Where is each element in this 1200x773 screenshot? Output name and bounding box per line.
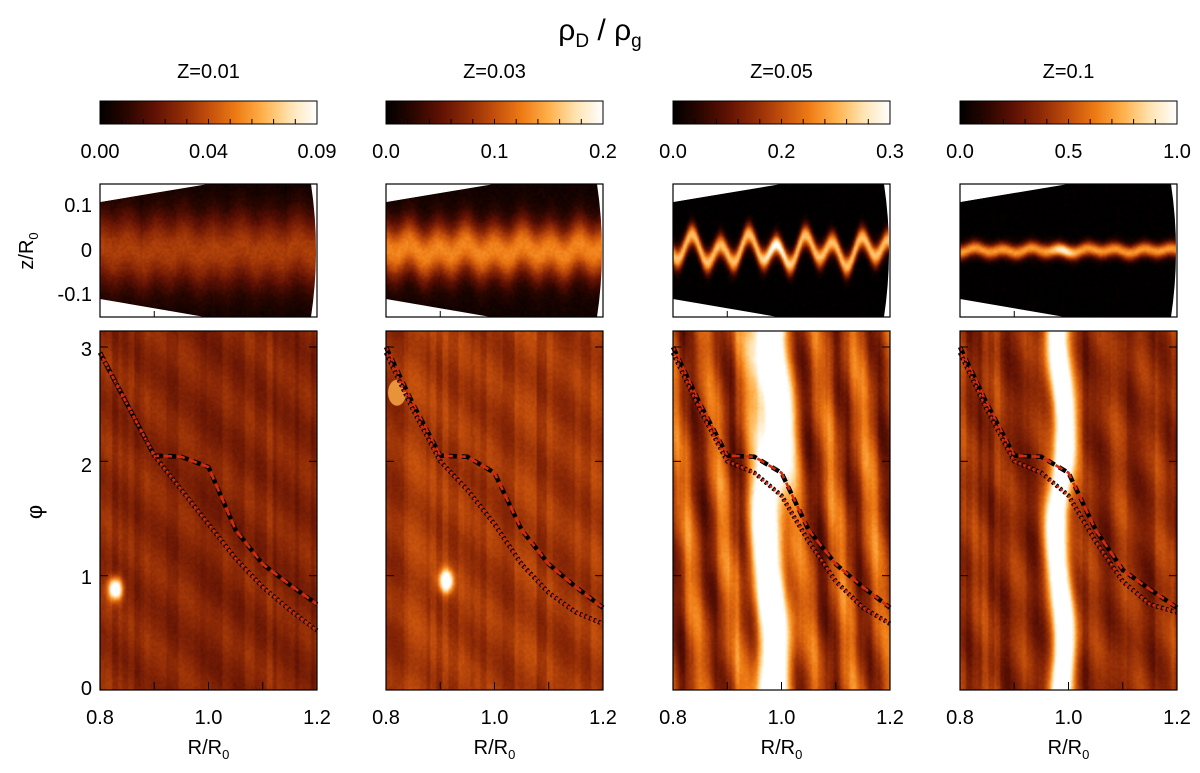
midplane-map bbox=[383, 330, 605, 691]
meridional-heatmap bbox=[673, 184, 890, 317]
dotted-curve-red bbox=[958, 352, 1178, 614]
colorbar-tick-label: 0.0 bbox=[946, 141, 974, 163]
r-tick-label: 0.8 bbox=[372, 707, 400, 729]
phi-tick-label: 0 bbox=[81, 678, 92, 700]
colorbar-tick-label: 0.5 bbox=[1055, 141, 1083, 163]
colorbar: 0.0 0.1 0.2 bbox=[372, 100, 617, 163]
colorbar: 0.0 0.5 1.0 bbox=[946, 100, 1191, 163]
colorbar-tick-label: 1.0 bbox=[1163, 141, 1191, 163]
meridional-heatmap bbox=[100, 184, 317, 317]
colorbar-tick-label: 0.2 bbox=[768, 141, 796, 163]
phi-tick-label: 1 bbox=[81, 567, 92, 589]
r-tick-label: 1.0 bbox=[481, 707, 509, 729]
z-tick-labels: 0.1 0 -0.1 bbox=[58, 195, 92, 306]
z-tick-label: 0.1 bbox=[64, 195, 92, 217]
r-tick-label: 1.2 bbox=[303, 707, 331, 729]
colorbar-tick-label: 0.0 bbox=[659, 141, 687, 163]
colorbar: 0.0 0.2 0.3 bbox=[659, 100, 904, 163]
panel-column: Z=0.01 0.00 0.04 0.09 0.8 1.0 1.2 R/R0 bbox=[81, 61, 337, 762]
colorbar-tick-label: 0.2 bbox=[589, 141, 617, 163]
meridional-mask-top bbox=[960, 184, 1065, 202]
colorbar-tick-label: 0.3 bbox=[876, 141, 904, 163]
phi-tick-label: 3 bbox=[81, 339, 92, 361]
r-tick-label: 0.8 bbox=[659, 707, 687, 729]
z-tick-label: 0 bbox=[81, 240, 92, 262]
midplane-heatmap bbox=[960, 331, 1177, 690]
meridional-map bbox=[385, 183, 604, 318]
r-tick-label: 1.2 bbox=[876, 707, 904, 729]
dotted-curve-dark bbox=[98, 351, 319, 633]
meridional-mask-right bbox=[597, 184, 603, 317]
midplane-heatmap bbox=[673, 331, 890, 690]
meridional-mask-right bbox=[884, 184, 890, 317]
dotted-curve-red bbox=[671, 352, 891, 625]
z-axis-label: z/R0 bbox=[16, 232, 41, 269]
meridional-mask-top bbox=[673, 184, 778, 202]
phi-axis-label: φ bbox=[22, 505, 47, 519]
dashed-curve-dark bbox=[670, 346, 892, 610]
panel-column: Z=0.05 0.0 0.2 0.3 0.8 1.0 1.2 R/R0 bbox=[659, 61, 904, 762]
panel-title: Z=0.03 bbox=[463, 61, 526, 83]
meridional-heatmap bbox=[960, 184, 1177, 317]
meridional-mask-bottom bbox=[673, 299, 778, 317]
colorbar: 0.00 0.04 0.09 bbox=[81, 100, 337, 163]
meridional-mask-right bbox=[1171, 184, 1177, 317]
meridional-map bbox=[959, 183, 1178, 318]
meridional-map bbox=[99, 183, 318, 318]
midplane-heatmap bbox=[386, 331, 603, 690]
r-tick-label: 1.2 bbox=[589, 707, 617, 729]
meridional-mask-bottom bbox=[960, 299, 1065, 317]
midplane-map bbox=[98, 330, 319, 691]
figure-title: ρD / ρg bbox=[558, 14, 641, 52]
r-axis-label: R/R0 bbox=[188, 737, 230, 762]
midplane-map bbox=[670, 330, 892, 691]
panel-column: Z=0.1 0.0 0.5 1.0 0.8 1.0 1.2 R/R0 bbox=[946, 61, 1191, 762]
colorbar-tick-label: 0.0 bbox=[372, 141, 400, 163]
panel-title: Z=0.1 bbox=[1043, 61, 1095, 83]
panel-title: Z=0.01 bbox=[177, 61, 240, 83]
r-tick-label: 1.0 bbox=[1055, 707, 1083, 729]
dashed-curve-dark bbox=[383, 346, 605, 610]
r-tick-label: 1.2 bbox=[1163, 707, 1191, 729]
meridional-heatmap bbox=[386, 184, 603, 317]
r-axis-label: R/R0 bbox=[761, 737, 803, 762]
panel-title: Z=0.05 bbox=[750, 61, 813, 83]
colorbar-tick-label: 0.09 bbox=[298, 141, 337, 163]
meridional-mask-top bbox=[386, 184, 491, 202]
meridional-mask-right bbox=[311, 184, 317, 317]
phi-tick-label: 2 bbox=[81, 455, 92, 477]
meridional-map bbox=[672, 183, 891, 318]
meridional-mask-top bbox=[100, 184, 205, 202]
dashed-curve-red bbox=[384, 346, 604, 609]
dotted-curve-red bbox=[384, 352, 604, 625]
colorbar-tick-label: 0.00 bbox=[81, 141, 120, 163]
midplane-map bbox=[957, 330, 1179, 691]
z-tick-label: -0.1 bbox=[58, 284, 92, 306]
midplane-heatmap bbox=[100, 331, 317, 690]
r-tick-label: 0.8 bbox=[946, 707, 974, 729]
dashed-curve-red bbox=[671, 346, 891, 609]
meridional-mask-bottom bbox=[386, 299, 491, 317]
phi-tick-labels: 3 2 1 0 bbox=[81, 339, 92, 700]
r-tick-label: 0.8 bbox=[86, 707, 114, 729]
colorbar-tick-label: 0.04 bbox=[189, 141, 228, 163]
r-axis-label: R/R0 bbox=[474, 737, 516, 762]
r-axis-label: R/R0 bbox=[1048, 737, 1090, 762]
r-tick-label: 1.0 bbox=[768, 707, 796, 729]
meridional-mask-bottom bbox=[100, 299, 205, 317]
r-tick-label: 1.0 bbox=[195, 707, 223, 729]
colorbar-tick-label: 0.1 bbox=[481, 141, 509, 163]
panel-column: Z=0.03 0.0 0.1 0.2 0.8 1.0 1.2 R/R0 bbox=[372, 61, 617, 762]
dashed-curve-red bbox=[958, 346, 1178, 609]
dotted-curve-red bbox=[98, 352, 318, 632]
